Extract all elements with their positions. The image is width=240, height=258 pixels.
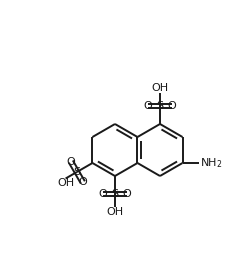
Text: O: O: [123, 189, 131, 199]
Text: S: S: [73, 167, 80, 177]
Text: O: O: [168, 101, 176, 111]
Text: OH: OH: [151, 83, 168, 93]
Text: NH$_2$: NH$_2$: [199, 156, 222, 170]
Text: O: O: [78, 178, 87, 187]
Text: O: O: [144, 101, 152, 111]
Text: S: S: [111, 189, 119, 199]
Text: O: O: [99, 189, 107, 199]
Text: O: O: [66, 157, 75, 167]
Text: S: S: [156, 101, 164, 111]
Text: OH: OH: [106, 207, 124, 217]
Text: OH: OH: [57, 179, 74, 189]
